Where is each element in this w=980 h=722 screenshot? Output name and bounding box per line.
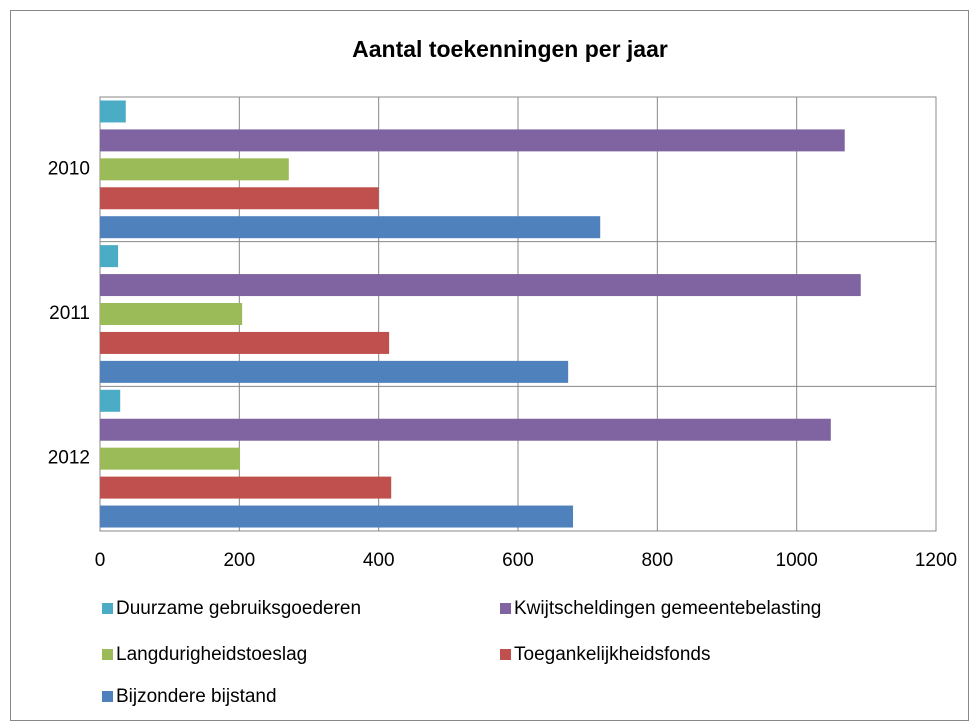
legend-label: Kwijtscheldingen gemeentebelasting [514,598,821,619]
y-tick-label: 2011 [49,303,90,324]
bar [100,187,379,210]
x-tick-label: 600 [502,550,534,571]
bar [100,476,392,499]
bar [100,331,390,354]
legend-label: Langdurigheidstoeslag [116,644,307,665]
bar [100,505,574,528]
x-tick-label: 400 [363,550,395,571]
x-tick-label: 200 [223,550,255,571]
bar [100,129,845,152]
legend-label: Toegankelijkheidsfonds [514,644,710,665]
legend-label: Duurzame gebruiksgoederen [116,598,361,619]
y-tick-label: 2010 [48,158,90,179]
bar [100,100,126,123]
bar [100,360,569,383]
bar [100,158,289,181]
legend-marker [102,691,113,702]
x-tick-label: 1200 [915,550,957,571]
x-tick-label: 0 [95,550,106,571]
x-tick-label: 800 [641,550,673,571]
legend-marker [500,603,511,614]
legend-label: Bijzondere bijstand [116,686,277,707]
legend-marker [500,649,511,660]
legend-marker [102,649,113,660]
bar [100,216,601,239]
bar [100,447,241,470]
bar [100,418,831,441]
legend-marker [102,603,113,614]
bar [100,245,119,268]
chart-title: Aantal toekenningen per jaar [352,36,668,62]
bar [100,274,861,297]
x-tick-label: 1000 [776,550,818,571]
bar [100,389,121,412]
bar [100,303,243,325]
y-tick-label: 2012 [48,448,90,469]
